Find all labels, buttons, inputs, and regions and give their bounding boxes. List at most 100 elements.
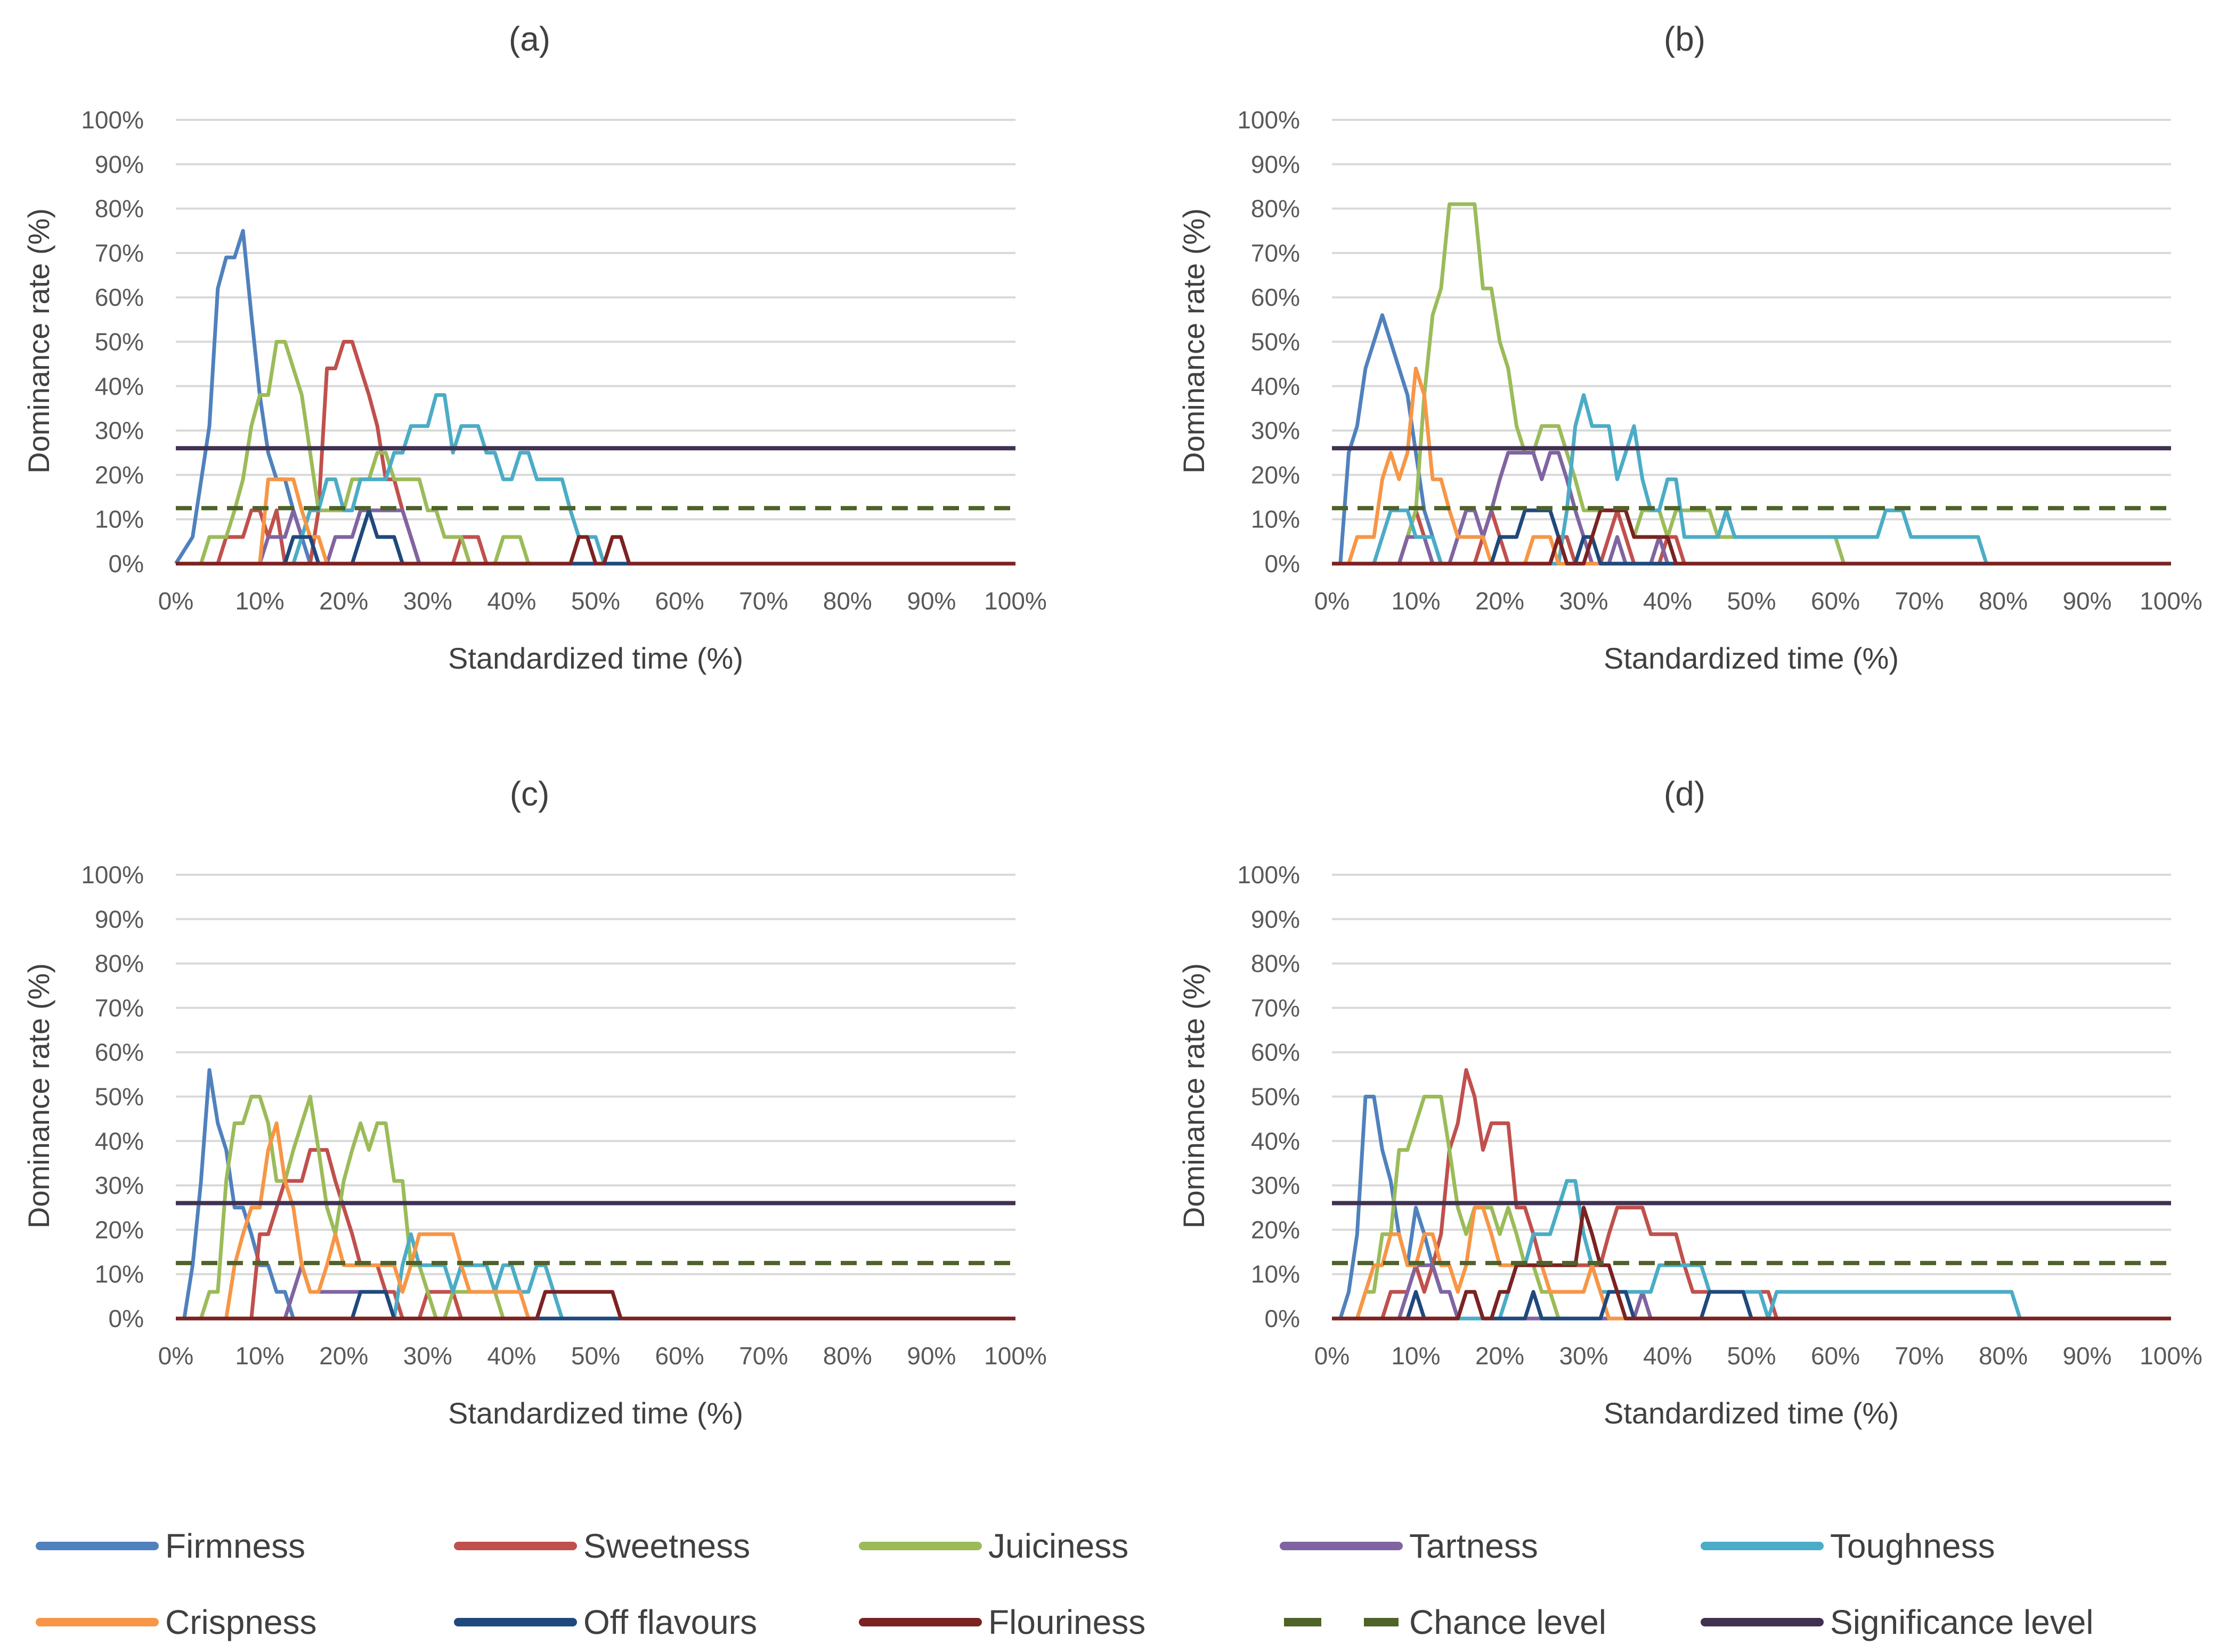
x-tick-label-b-0: 0% — [1314, 587, 1350, 615]
x-tick-label-c-5: 50% — [571, 1342, 620, 1370]
x-tick-label-a-2: 20% — [319, 587, 368, 615]
x-tick-label-a-8: 80% — [823, 587, 872, 615]
chart-panel-b: (b) Standardized time (%) Dominance rate… — [1177, 20, 2202, 675]
chart-panel-d: (d) Standardized time (%) Dominance rate… — [1177, 775, 2202, 1430]
y-tick-label-a-2: 20% — [95, 461, 144, 489]
x-axis-label-b: Standardized time (%) — [1604, 641, 1899, 675]
x-tick-label-b-6: 60% — [1811, 587, 1860, 615]
x-tick-label-d-9: 90% — [2062, 1342, 2111, 1370]
x-tick-label-a-1: 10% — [235, 587, 285, 615]
y-axis-label-c: Dominance rate (%) — [22, 963, 55, 1228]
y-axis-label-a: Dominance rate (%) — [22, 208, 55, 474]
series-line-a-sweetness — [176, 340, 1015, 566]
x-tick-label-d-4: 40% — [1643, 1342, 1692, 1370]
x-axis-label-c: Standardized time (%) — [448, 1396, 743, 1430]
y-tick-label-c-8: 80% — [95, 950, 144, 978]
x-tick-label-d-7: 70% — [1895, 1342, 1944, 1370]
x-tick-label-c-4: 40% — [487, 1342, 536, 1370]
y-tick-label-c-3: 30% — [95, 1171, 144, 1199]
legend-label-firmness: Firmness — [165, 1527, 305, 1565]
series-line-c-crispness — [176, 1121, 1015, 1321]
y-tick-label-a-3: 30% — [95, 417, 144, 444]
x-tick-label-c-10: 100% — [984, 1342, 1047, 1370]
series-line-a-juiciness — [176, 340, 1015, 566]
x-tick-label-b-7: 70% — [1895, 587, 1944, 615]
y-tick-label-a-4: 40% — [95, 372, 144, 400]
y-tick-label-b-5: 50% — [1251, 328, 1300, 356]
legend: Firmness Sweetness Juiciness Tartness Toughn… — [36, 1527, 2094, 1641]
legend-label-significance-level: Significance level — [1830, 1603, 2094, 1641]
x-tick-label-a-10: 100% — [984, 587, 1047, 615]
panel-title-b: (b) — [1664, 20, 1705, 58]
series-line-c-juiciness — [176, 1095, 1015, 1321]
y-tick-label-d-4: 40% — [1251, 1127, 1300, 1155]
series-line-b-flouriness — [1332, 508, 2171, 566]
series-line-d-juiciness — [1332, 1095, 2171, 1321]
legend-label-off-flavours: Off flavours — [583, 1603, 757, 1641]
series-line-a-off-flavours — [176, 508, 1015, 566]
y-tick-label-c-4: 40% — [95, 1127, 144, 1155]
x-tick-label-c-7: 70% — [739, 1342, 788, 1370]
y-tick-label-c-6: 60% — [95, 1038, 144, 1066]
y-tick-label-d-3: 30% — [1251, 1171, 1300, 1199]
series-line-c-firmness — [176, 1068, 1015, 1321]
y-tick-label-b-9: 90% — [1251, 150, 1300, 178]
y-tick-label-d-0: 0% — [1265, 1305, 1300, 1332]
x-tick-label-d-10: 100% — [2140, 1342, 2202, 1370]
x-tick-label-d-2: 20% — [1475, 1342, 1524, 1370]
x-tick-label-b-4: 40% — [1643, 587, 1692, 615]
x-tick-label-c-1: 10% — [235, 1342, 285, 1370]
series-line-b-crispness — [1332, 367, 2171, 566]
y-tick-label-c-5: 50% — [95, 1083, 144, 1111]
series-line-c-sweetness — [176, 1148, 1015, 1321]
y-tick-label-b-3: 30% — [1251, 417, 1300, 444]
chart-panel-c: (c) Standardized time (%) Dominance rate… — [22, 775, 1047, 1430]
y-tick-label-b-7: 70% — [1251, 239, 1300, 267]
x-tick-label-a-9: 90% — [907, 587, 956, 615]
x-axis-label-a: Standardized time (%) — [448, 641, 743, 675]
y-tick-label-a-7: 70% — [95, 239, 144, 267]
y-axis-label-d: Dominance rate (%) — [1177, 963, 1210, 1228]
x-tick-label-a-6: 60% — [655, 587, 704, 615]
y-tick-label-d-8: 80% — [1251, 950, 1300, 978]
y-tick-label-c-1: 10% — [95, 1260, 144, 1288]
series-line-b-off-flavours — [1332, 508, 2171, 566]
x-tick-label-a-7: 70% — [739, 587, 788, 615]
y-tick-label-b-2: 20% — [1251, 461, 1300, 489]
series-line-c-toughness — [176, 1232, 1015, 1321]
x-tick-label-d-6: 60% — [1811, 1342, 1860, 1370]
series-line-d-toughness — [1332, 1179, 2171, 1321]
y-tick-label-d-5: 50% — [1251, 1083, 1300, 1111]
y-tick-label-a-1: 10% — [95, 506, 144, 533]
y-tick-label-b-1: 10% — [1251, 506, 1300, 533]
y-tick-label-c-10: 100% — [81, 861, 144, 889]
legend-label-tartness: Tartness — [1409, 1527, 1538, 1565]
series-line-b-firmness — [1332, 313, 2171, 566]
y-tick-label-a-9: 90% — [95, 150, 144, 178]
y-tick-label-a-6: 60% — [95, 283, 144, 311]
y-tick-label-a-8: 80% — [95, 195, 144, 223]
x-tick-label-d-3: 30% — [1559, 1342, 1608, 1370]
x-tick-label-a-0: 0% — [158, 587, 193, 615]
y-tick-label-d-2: 20% — [1251, 1216, 1300, 1243]
legend-label-flouriness: Flouriness — [988, 1603, 1145, 1641]
x-tick-label-b-2: 20% — [1475, 587, 1524, 615]
y-tick-label-b-6: 60% — [1251, 283, 1300, 311]
panel-title-c: (c) — [510, 775, 550, 813]
y-tick-label-b-0: 0% — [1265, 550, 1300, 577]
x-tick-label-c-9: 90% — [907, 1342, 956, 1370]
series-line-a-crispness — [176, 477, 1015, 566]
legend-label-juiciness: Juiciness — [988, 1527, 1128, 1565]
y-tick-label-d-1: 10% — [1251, 1260, 1300, 1288]
y-tick-label-c-2: 20% — [95, 1216, 144, 1243]
series-line-d-sweetness — [1332, 1068, 2171, 1321]
x-tick-label-a-4: 40% — [487, 587, 536, 615]
panel-title-a: (a) — [509, 20, 550, 58]
series-line-a-flouriness — [176, 535, 1015, 566]
y-tick-label-d-6: 60% — [1251, 1038, 1300, 1066]
legend-label-chance-level: Chance level — [1409, 1603, 1606, 1641]
y-tick-label-b-10: 100% — [1237, 106, 1300, 134]
x-tick-label-c-8: 80% — [823, 1342, 872, 1370]
x-tick-label-b-8: 80% — [1979, 587, 2028, 615]
y-tick-label-d-7: 70% — [1251, 994, 1300, 1022]
